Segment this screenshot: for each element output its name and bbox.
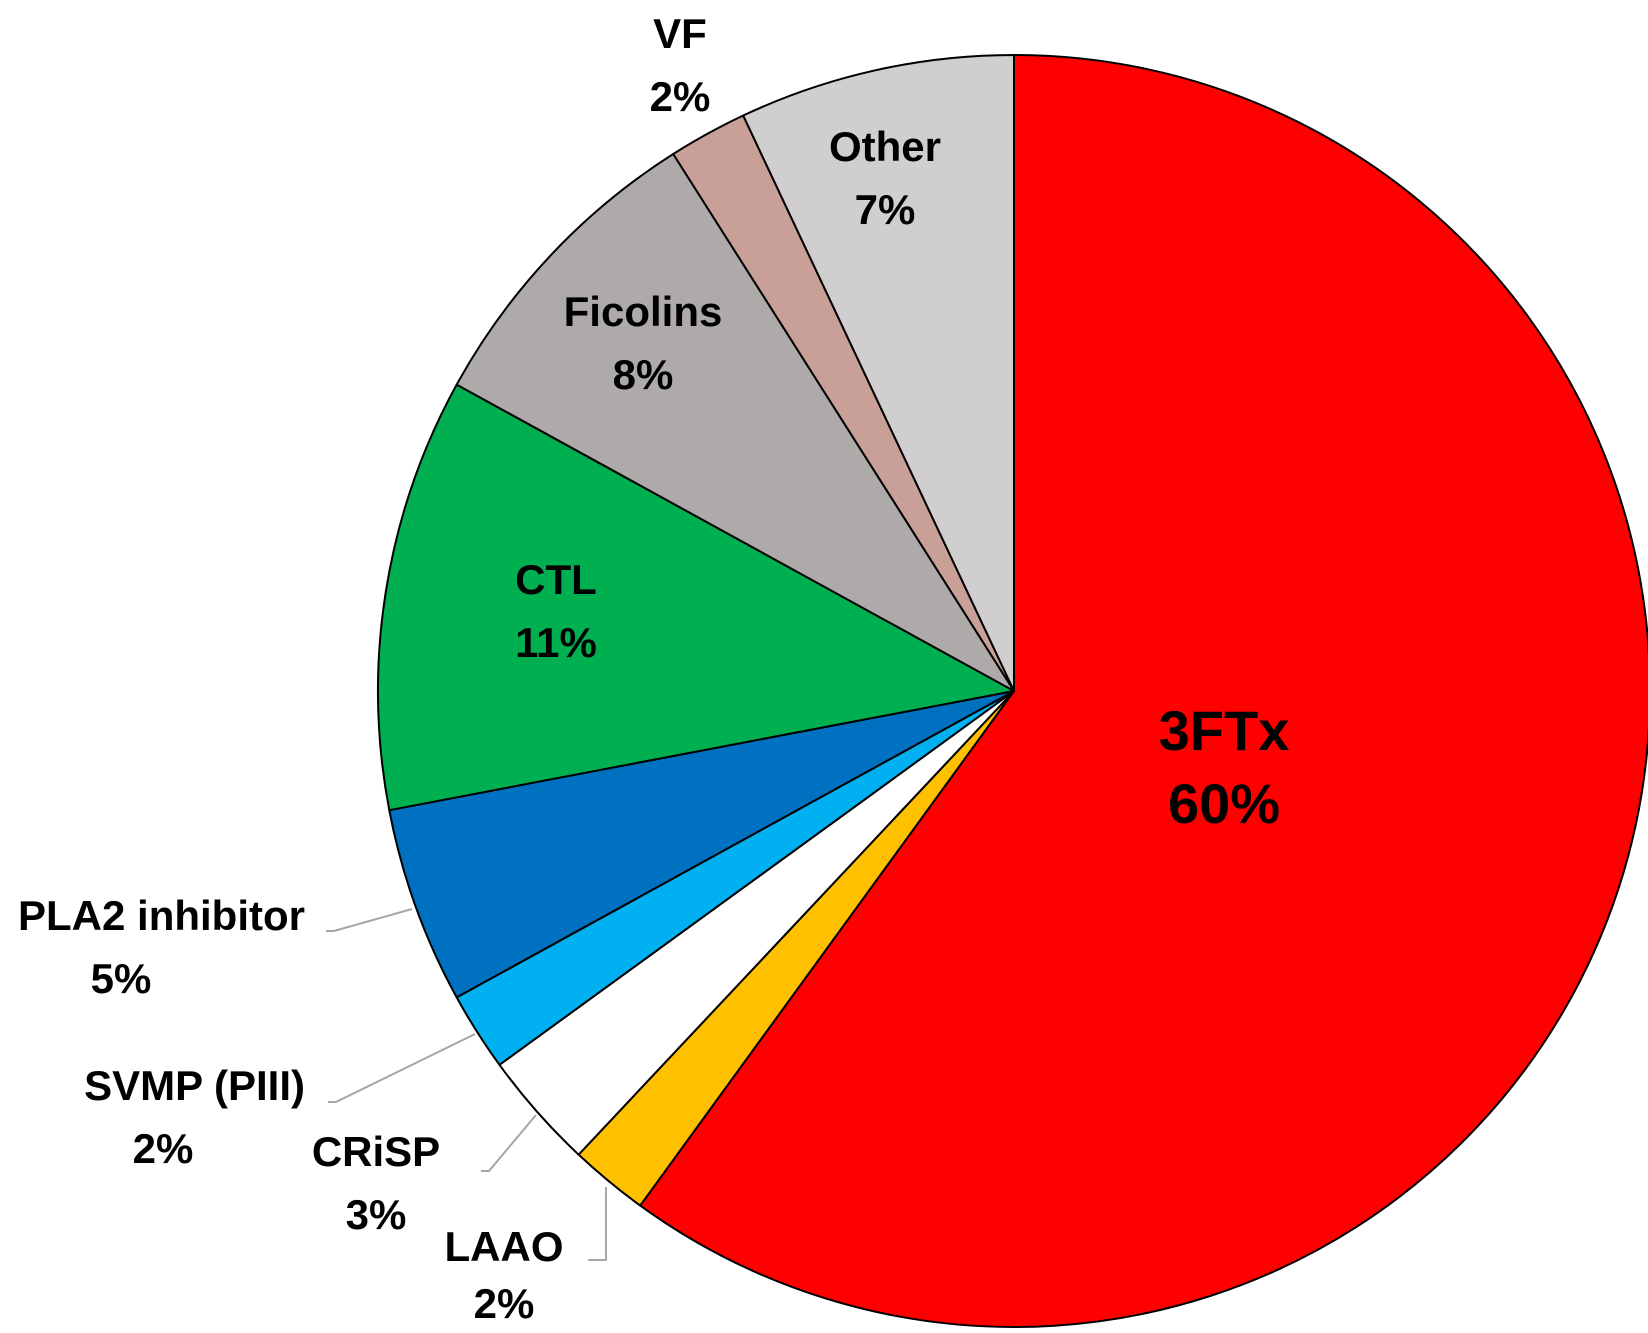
pie-slice xyxy=(377,383,1015,812)
leader-line xyxy=(326,908,413,932)
slice-label: LAAO xyxy=(445,1223,564,1270)
value-label: 7% xyxy=(855,186,916,233)
value-label: 8% xyxy=(613,351,674,398)
slice-label: SVMP (PIII) xyxy=(84,1062,305,1109)
pie xyxy=(377,54,1648,1328)
slice-label: Ficolins xyxy=(564,288,723,335)
pie-slice xyxy=(388,690,1015,999)
pie-slice xyxy=(639,54,1648,1328)
slice-label: Other xyxy=(829,123,941,170)
slice-label: 3FTx xyxy=(1159,699,1290,762)
value-label: 3% xyxy=(346,1191,407,1238)
leader-line xyxy=(481,1114,537,1172)
leader-line xyxy=(588,1187,607,1261)
value-label: 5% xyxy=(91,955,152,1002)
slice-label: VF xyxy=(653,10,707,57)
value-label: 60% xyxy=(1168,772,1280,835)
slice-label: PLA2 inhibitor xyxy=(18,892,305,939)
leader-line xyxy=(328,1033,476,1103)
labels: 3FTx 60% LAAO 2% CRiSP 3% SVMP (PIII) 2% PLA2 in… xyxy=(18,10,1289,1327)
pie-slice xyxy=(455,153,1015,692)
value-label: 11% xyxy=(515,619,597,666)
value-label: 2% xyxy=(650,73,711,120)
slice-label: CRiSP xyxy=(312,1128,440,1175)
pie-slice xyxy=(742,54,1015,692)
value-label: 2% xyxy=(474,1280,535,1327)
slice-label: CTL xyxy=(515,556,597,603)
value-label: 2% xyxy=(133,1125,194,1172)
